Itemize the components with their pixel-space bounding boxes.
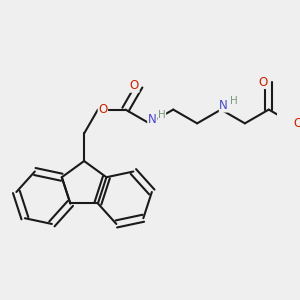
Text: N: N xyxy=(148,113,157,126)
Text: H: H xyxy=(158,110,166,120)
Text: O: O xyxy=(130,79,139,92)
Text: O: O xyxy=(259,76,268,88)
Text: O: O xyxy=(98,103,107,116)
Text: N: N xyxy=(219,99,228,112)
Text: O: O xyxy=(293,117,300,130)
Text: H: H xyxy=(230,96,237,106)
